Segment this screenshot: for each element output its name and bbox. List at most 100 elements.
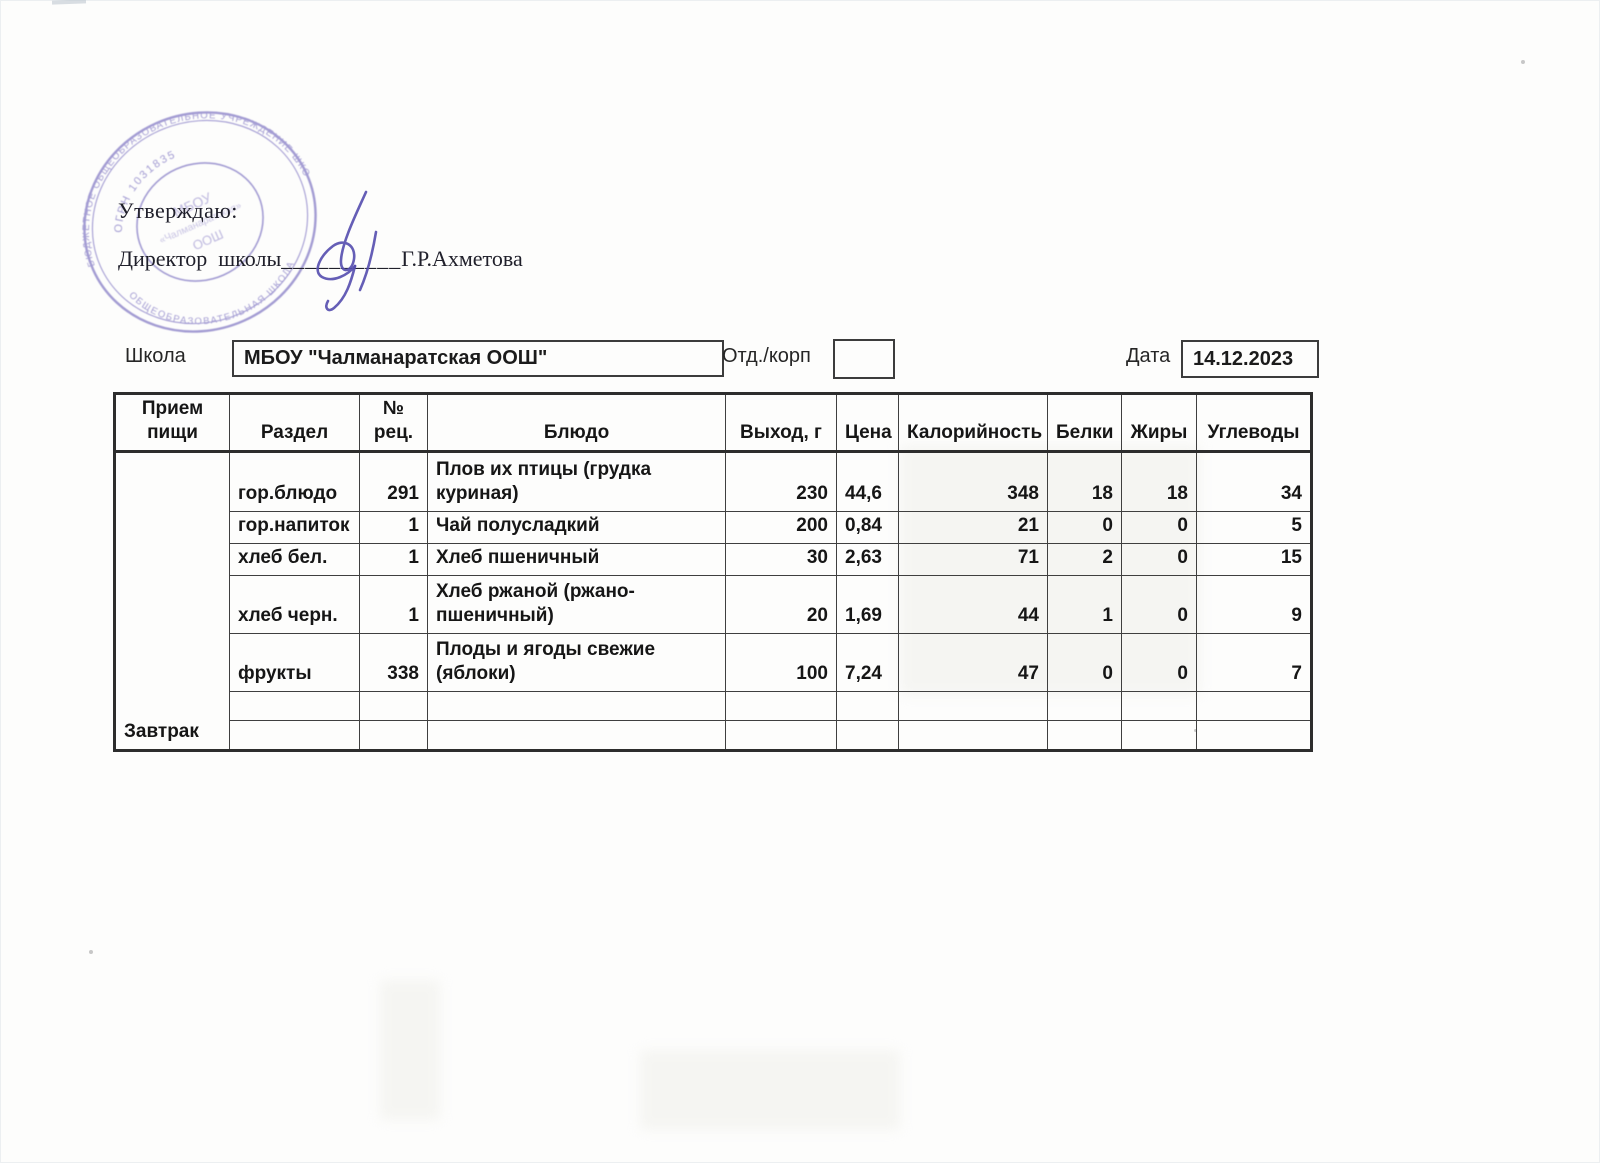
cell-carbs xyxy=(1196,720,1312,751)
col-header-meal: Прием пищи xyxy=(114,393,230,452)
scan-speck xyxy=(89,950,93,954)
col-header-calories: Калорийность xyxy=(898,393,1048,452)
date-value-box: 14.12.2023 xyxy=(1181,340,1319,378)
cell-protein: 1 xyxy=(1047,575,1122,634)
col-header-dish: Блюдо xyxy=(427,393,726,452)
cell-output: 230 xyxy=(725,451,837,512)
cell-dish xyxy=(427,720,726,751)
col-header-carbs: Углеводы xyxy=(1196,393,1312,452)
director-title: Директор школы xyxy=(118,246,282,271)
cell-dish: Хлеб ржаной (ржано- пшеничный) xyxy=(427,575,726,634)
menu-table: Прием пищи Раздел № рец. Блюдо Выход, г … xyxy=(113,392,1313,752)
cell-output: 100 xyxy=(725,633,837,692)
cell-section: гор.напиток xyxy=(229,511,360,544)
table-row: фрукты 338 Плоды и ягоды свежие (яблоки)… xyxy=(115,633,1312,692)
cell-section: хлеб бел. xyxy=(229,543,360,576)
cell-recipe: 1 xyxy=(359,575,428,634)
school-label: Школа xyxy=(125,345,186,367)
cell-section: фрукты xyxy=(229,633,360,692)
cell-protein: 2 xyxy=(1047,543,1122,576)
signature xyxy=(288,186,408,326)
cell-calories: 44 xyxy=(898,575,1048,634)
cell-calories: 71 xyxy=(898,543,1048,576)
date-value: 14.12.2023 xyxy=(1193,347,1294,370)
col-header-price: Цена xyxy=(836,393,899,452)
cell-fat xyxy=(1121,691,1197,721)
cell-protein xyxy=(1047,691,1122,721)
col-header-fat: Жиры xyxy=(1121,393,1197,452)
cell-carbs: 5 xyxy=(1196,511,1312,544)
cell-calories xyxy=(898,691,1048,721)
cell-fat xyxy=(1121,720,1197,751)
cell-calories: 47 xyxy=(898,633,1048,692)
cell-price: 2,63 xyxy=(836,543,899,576)
cell-output xyxy=(725,720,837,751)
cell-meal: Завтрак xyxy=(114,451,230,751)
cell-protein: 0 xyxy=(1047,511,1122,544)
cell-price: 7,24 xyxy=(836,633,899,692)
signature-stroke-loop xyxy=(316,190,368,281)
cell-carbs: 9 xyxy=(1196,575,1312,634)
stamp-inner-ring xyxy=(136,162,264,282)
scan-smudge xyxy=(640,1050,900,1130)
cell-price: 0,84 xyxy=(836,511,899,544)
director-line: Директор школы__________Г.Р.Ахметова xyxy=(118,246,523,272)
cell-recipe: 1 xyxy=(359,543,428,576)
school-value-box: МБОУ "Чалманаратская ООШ" xyxy=(232,340,724,377)
signature-stroke-dash xyxy=(358,230,378,292)
approve-label: Утверждаю: xyxy=(118,198,238,223)
table-row: гор.напиток 1 Чай полусладкий 200 0,84 2… xyxy=(115,511,1312,544)
col-header-protein: Белки xyxy=(1047,393,1122,452)
stamp-second-ring xyxy=(91,119,309,325)
cell-calories xyxy=(898,720,1048,751)
scan-speck xyxy=(1521,60,1525,64)
scan-corner-mark xyxy=(51,0,87,5)
cell-fat: 18 xyxy=(1121,451,1197,512)
cell-recipe xyxy=(359,691,428,721)
cell-recipe: 291 xyxy=(359,451,428,512)
table-row xyxy=(115,720,1312,751)
dept-label: Отд./корп xyxy=(722,345,811,367)
cell-dish: Плов их птицы (грудка куриная) xyxy=(427,451,726,512)
cell-price: 1,69 xyxy=(836,575,899,634)
cell-dish: Чай полусладкий xyxy=(427,511,726,544)
date-label: Дата xyxy=(1126,345,1171,367)
cell-protein: 18 xyxy=(1047,451,1122,512)
cell-recipe xyxy=(359,720,428,751)
cell-carbs: 15 xyxy=(1196,543,1312,576)
cell-calories: 348 xyxy=(898,451,1048,512)
cell-price: 44,6 xyxy=(836,451,899,512)
cell-section: хлеб черн. xyxy=(229,575,360,634)
cell-protein: 0 xyxy=(1047,633,1122,692)
cell-output: 200 xyxy=(725,511,837,544)
col-header-output: Выход, г xyxy=(725,393,837,452)
cell-recipe: 338 xyxy=(359,633,428,692)
cell-output xyxy=(725,691,837,721)
cell-fat: 0 xyxy=(1121,543,1197,576)
director-name: Г.Р.Ахметова xyxy=(401,246,523,271)
cell-dish xyxy=(427,691,726,721)
cell-fat: 0 xyxy=(1121,575,1197,634)
signature-stroke-tail xyxy=(325,264,357,312)
table-header-row: Прием пищи Раздел № рец. Блюдо Выход, г … xyxy=(114,393,1312,452)
cell-price xyxy=(836,691,899,721)
cell-output: 30 xyxy=(725,543,837,576)
table-row: хлеб бел. 1 Хлеб пшеничный 30 2,63 71 2 … xyxy=(115,543,1312,576)
cell-fat: 0 xyxy=(1121,511,1197,544)
dept-value-box xyxy=(833,339,895,379)
stamp-outer-ring xyxy=(83,111,317,333)
cell-calories: 21 xyxy=(898,511,1048,544)
table-row: Завтрак гор.блюдо 291 Плов их птицы (гру… xyxy=(114,451,1312,751)
school-value: МБОУ "Чалманаратская ООШ" xyxy=(244,347,548,369)
cell-dish: Плоды и ягоды свежие (яблоки) xyxy=(427,633,726,692)
cell-output: 20 xyxy=(725,575,837,634)
cell-carbs: 7 xyxy=(1196,633,1312,692)
cell-section xyxy=(229,720,360,751)
col-header-recipe: № рец. xyxy=(359,393,428,452)
cell-fat: 0 xyxy=(1121,633,1197,692)
scan-smudge xyxy=(380,980,440,1120)
cell-carbs xyxy=(1196,691,1312,721)
cell-dish: Хлеб пшеничный xyxy=(427,543,726,576)
cell-recipe: 1 xyxy=(359,511,428,544)
